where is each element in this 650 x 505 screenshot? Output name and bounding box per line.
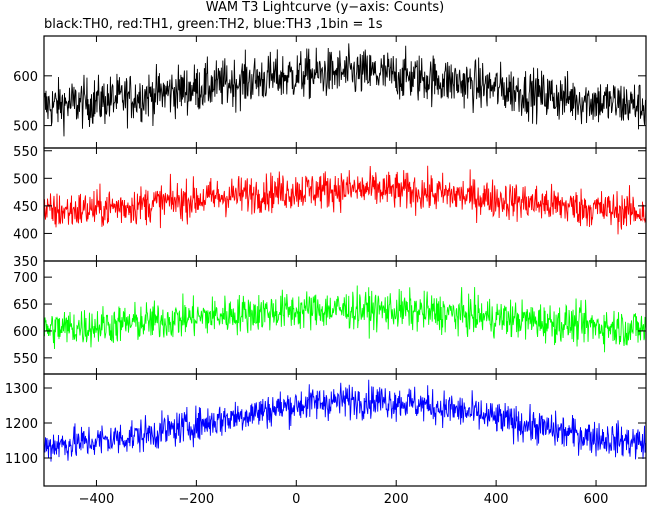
y-tick-label-th0: 500 xyxy=(13,120,38,135)
y-tick-label-th2: 600 xyxy=(13,325,38,340)
panel-frame-th3 xyxy=(43,373,647,487)
y-tick-label-th1: 400 xyxy=(13,227,38,242)
y-tick-label-th0: 600 xyxy=(13,70,38,85)
y-tick-label-th1: 450 xyxy=(13,200,38,215)
series-line-th1 xyxy=(44,165,646,235)
series-line-th3 xyxy=(44,379,646,462)
y-tick-label-th2: 650 xyxy=(13,298,38,313)
y-tick-label-th2: 700 xyxy=(13,271,38,286)
x-tick-label: −400 xyxy=(79,492,115,505)
series-line-th2 xyxy=(44,285,646,353)
y-tick-label-th1: 500 xyxy=(13,172,38,187)
chart-subtitle: black:TH0, red:TH1, green:TH2, blue:TH3 … xyxy=(44,17,383,32)
panel-frame-th0 xyxy=(43,35,647,149)
y-tick-label-th1: 350 xyxy=(13,255,38,270)
x-tick-label: 400 xyxy=(484,492,509,505)
y-tick-label-th3: 1100 xyxy=(5,452,38,467)
x-tick-label: 0 xyxy=(292,492,300,505)
x-tick-label: −200 xyxy=(179,492,215,505)
y-tick-label-th2: 550 xyxy=(13,352,38,367)
y-tick-label-th3: 1200 xyxy=(5,417,38,432)
chart-title: WAM T3 Lightcurve (y−axis: Counts) xyxy=(205,0,445,15)
y-tick-label-th3: 1300 xyxy=(5,382,38,397)
y-tick-label-th1: 550 xyxy=(13,145,38,160)
x-tick-label: 600 xyxy=(584,492,609,505)
x-tick-label: 200 xyxy=(384,492,409,505)
series-line-th0 xyxy=(44,43,646,137)
